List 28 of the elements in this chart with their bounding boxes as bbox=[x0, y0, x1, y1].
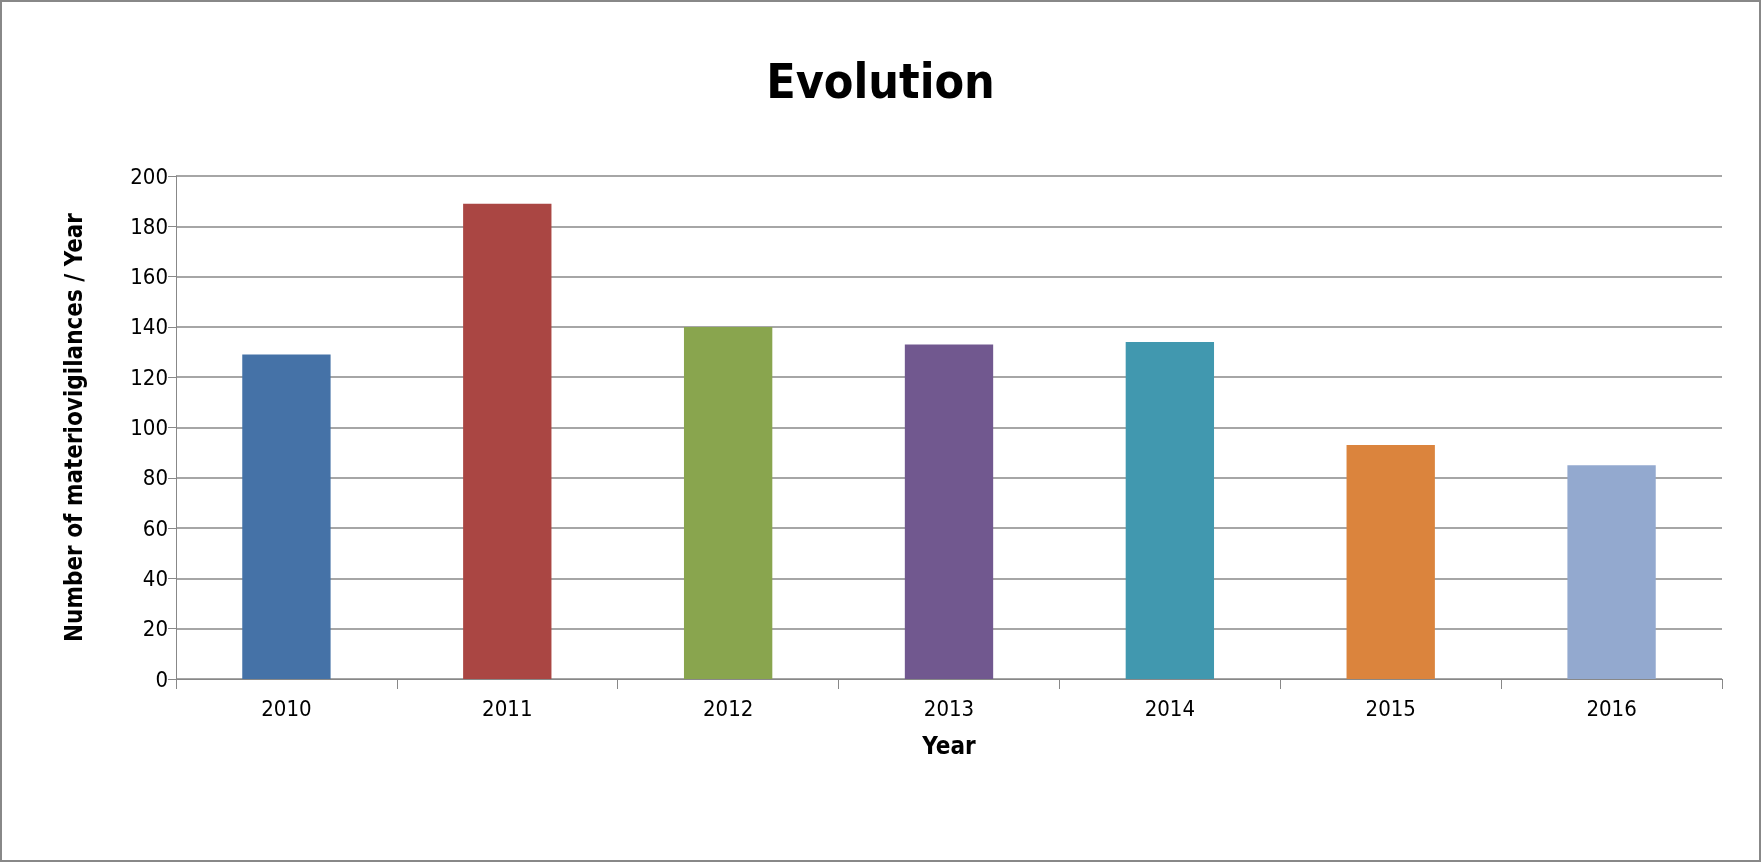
y-tick-label: 80 bbox=[142, 465, 168, 491]
y-axis-title: Number of materiovigilances / Year bbox=[60, 212, 88, 643]
y-tick-label: 0 bbox=[155, 666, 168, 692]
bar bbox=[683, 326, 773, 679]
x-tick-label: 2011 bbox=[482, 695, 533, 721]
x-tick-label: 2013 bbox=[923, 695, 975, 721]
x-tick-label: 2012 bbox=[702, 695, 754, 721]
bar bbox=[1567, 465, 1656, 679]
x-axis-title: Year bbox=[921, 732, 976, 760]
bar bbox=[242, 354, 331, 679]
y-tick-label: 60 bbox=[142, 515, 168, 541]
y-tick-label: 20 bbox=[142, 616, 168, 642]
y-tick-label: 40 bbox=[142, 565, 168, 591]
y-tick-label: 100 bbox=[130, 415, 168, 440]
x-tick-label: 2015 bbox=[1365, 695, 1416, 721]
bar bbox=[904, 344, 994, 679]
y-tick-label: 160 bbox=[130, 264, 168, 290]
y-tick-label: 120 bbox=[130, 364, 168, 390]
y-tick-label: 140 bbox=[130, 314, 168, 340]
bar bbox=[1125, 341, 1215, 679]
x-tick-label: 2016 bbox=[1586, 695, 1637, 721]
chart-title: Evolution bbox=[766, 53, 995, 109]
x-tick-label: 2014 bbox=[1144, 695, 1196, 721]
y-tick-label: 200 bbox=[130, 163, 168, 189]
y-tick-label: 180 bbox=[130, 213, 168, 239]
x-tick-label: 2010 bbox=[261, 695, 312, 721]
bar bbox=[463, 203, 552, 679]
bar bbox=[1346, 445, 1435, 679]
